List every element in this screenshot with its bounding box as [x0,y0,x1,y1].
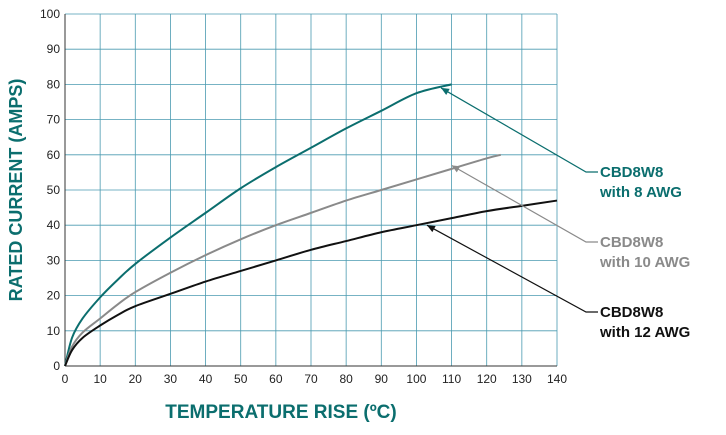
callout-arrowhead-1 [441,87,450,95]
x-tick-label: 20 [129,372,143,386]
x-tick-label: 10 [93,372,107,386]
series-lines [64,83,558,367]
callout-arrowhead-2 [451,165,461,173]
x-axis-title: TEMPERATURE RISE (ºC) [165,402,396,423]
y-axis-title: RATED CURRENT (AMPS) [6,79,26,302]
x-tick-label: 120 [477,372,497,386]
y-tick-label: 0 [53,359,60,373]
series-line-2 [64,153,502,367]
series-label-line2: with 8 AWG [599,184,682,201]
callouts: CBD8W8 with 8 AWG CBD8W8 with 10 AWG CBD8W8 w… [426,87,690,341]
x-tick-label: 50 [234,372,248,386]
callout-leader-1 [440,87,598,173]
x-tick-label: 70 [304,372,318,386]
y-tick-label: 30 [47,253,61,267]
y-tick-label: 70 [47,113,61,127]
y-tick-labels: 0 10 20 30 40 50 60 70 80 90 100 [40,7,60,373]
x-tick-label: 80 [339,372,353,386]
callout-leader-2 [451,164,598,243]
x-tick-label: 140 [547,372,567,386]
series-line-3 [64,199,558,367]
x-tick-label: 30 [164,372,178,386]
y-tick-label: 90 [47,42,61,56]
callout-arrowhead-3 [426,225,436,233]
series-label-line1: CBD8W8 [600,164,663,181]
callout-leader-3 [426,224,598,313]
series-label-line1: CBD8W8 [600,234,663,251]
x-tick-label: 90 [375,372,389,386]
x-tick-label: 100 [406,372,426,386]
y-tick-label: 10 [47,324,61,338]
y-tick-label: 80 [47,77,61,91]
y-tick-label: 50 [47,183,61,197]
x-tick-label: 40 [199,372,213,386]
grid [64,13,558,367]
x-tick-label: 60 [269,372,283,386]
y-tick-label: 100 [40,7,60,21]
series-line-1 [64,83,452,367]
x-tick-labels: 0 10 20 30 40 50 60 70 80 90 100 110 120 130 140 [62,372,568,386]
x-tick-label: 0 [62,372,69,386]
series-label-line2: with 10 AWG [599,254,690,271]
y-tick-label: 40 [47,218,61,232]
series-label-line2: with 12 AWG [599,324,690,341]
x-tick-label: 110 [442,372,461,386]
x-tick-label: 130 [512,372,532,386]
y-tick-label: 20 [47,289,61,303]
series-label-line1: CBD8W8 [600,304,663,321]
y-tick-label: 60 [47,148,61,162]
